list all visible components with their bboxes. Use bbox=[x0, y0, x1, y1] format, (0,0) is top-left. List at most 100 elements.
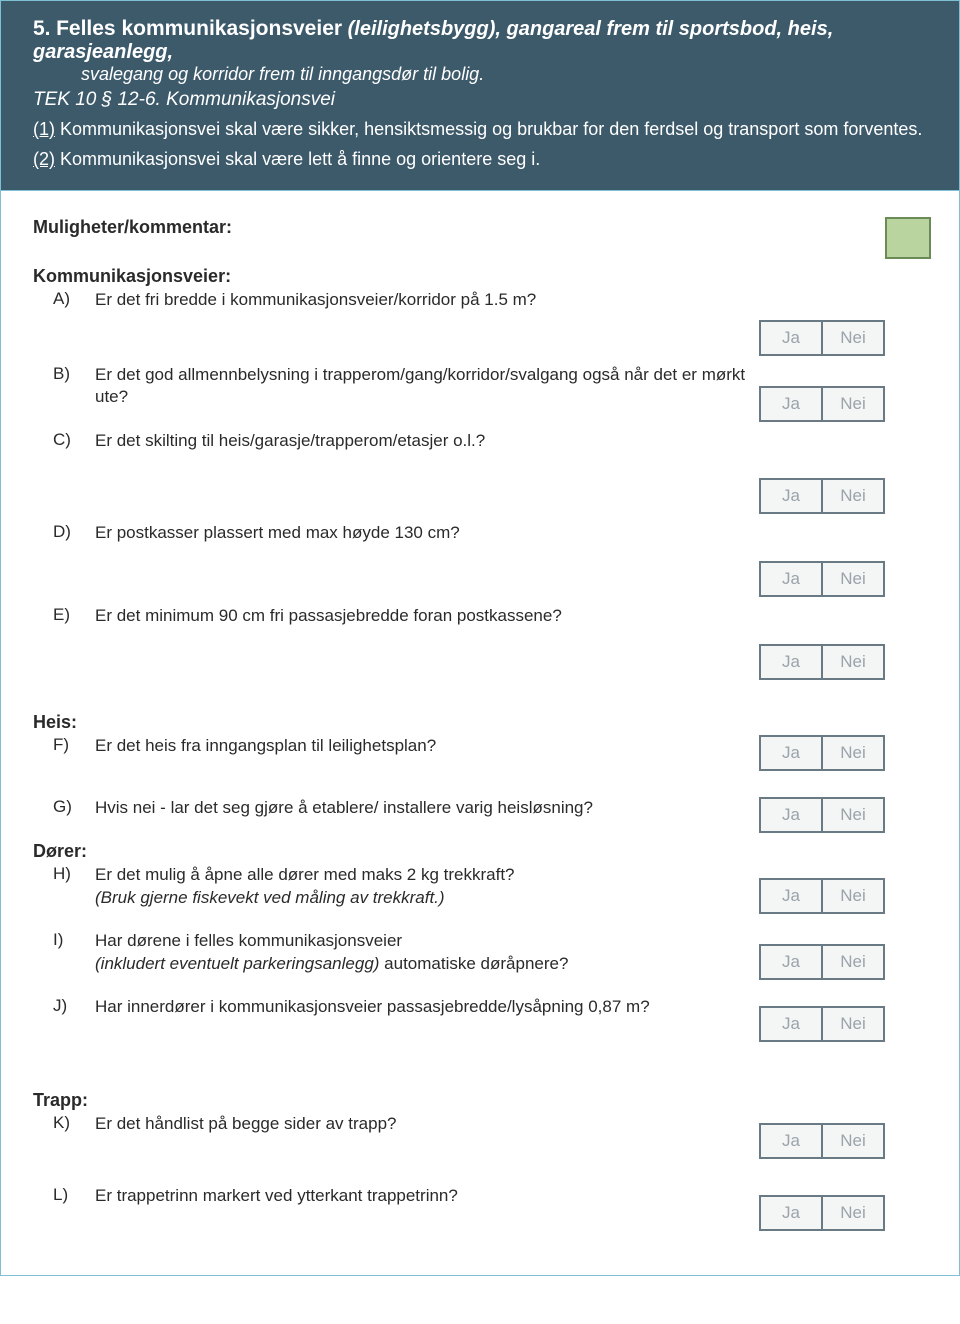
content-area: Muligheter/kommentar: Kommunikasjonsveie… bbox=[1, 191, 959, 1276]
question-row-D: D) Er postkasser plassert med max høyde … bbox=[33, 522, 927, 545]
nei-option[interactable]: Nei bbox=[821, 1197, 883, 1229]
question-row-F: F) Er det heis fra inngangsplan til leil… bbox=[33, 735, 927, 771]
section-trapp: Trapp: bbox=[33, 1090, 927, 1111]
ja-option[interactable]: Ja bbox=[761, 646, 821, 678]
question-row-A: A) Er det fri bredde i kommunikasjonsvei… bbox=[33, 289, 927, 312]
answer-row-C: Ja Nei bbox=[33, 478, 927, 514]
question-text-C: Er det skilting til heis/garasje/trapper… bbox=[95, 430, 759, 453]
ja-option[interactable]: Ja bbox=[761, 322, 821, 354]
nei-option[interactable]: Nei bbox=[821, 946, 883, 978]
nei-option[interactable]: Nei bbox=[821, 1125, 883, 1157]
question-text-A: Er det fri bredde i kommunikasjonsveier/… bbox=[95, 289, 759, 312]
header-title-main: Felles kommunikasjonsveier bbox=[56, 17, 342, 40]
muligheter-heading: Muligheter/kommentar: bbox=[33, 217, 927, 238]
ja-option[interactable]: Ja bbox=[761, 946, 821, 978]
status-indicator-box bbox=[885, 217, 931, 259]
question-label-L: L) bbox=[33, 1185, 95, 1205]
nei-option[interactable]: Nei bbox=[821, 563, 883, 595]
ja-option[interactable]: Ja bbox=[761, 1008, 821, 1040]
janei-toggle-F[interactable]: Ja Nei bbox=[759, 735, 885, 771]
ja-option[interactable]: Ja bbox=[761, 1125, 821, 1157]
nei-option[interactable]: Nei bbox=[821, 388, 883, 420]
question-row-C: C) Er det skilting til heis/garasje/trap… bbox=[33, 430, 927, 453]
ja-option[interactable]: Ja bbox=[761, 1197, 821, 1229]
question-row-K: K) Er det håndlist på begge sider av tra… bbox=[33, 1113, 927, 1159]
question-row-L: L) Er trappetrinn markert ved ytterkant … bbox=[33, 1185, 927, 1231]
question-label-G: G) bbox=[33, 797, 95, 817]
question-label-B: B) bbox=[33, 364, 95, 384]
janei-toggle-G[interactable]: Ja Nei bbox=[759, 797, 885, 833]
ja-option[interactable]: Ja bbox=[761, 737, 821, 769]
ja-option[interactable]: Ja bbox=[761, 563, 821, 595]
janei-toggle-E[interactable]: Ja Nei bbox=[759, 644, 885, 680]
question-text-I: Har dørene i felles kommunikasjonsveier … bbox=[95, 930, 759, 976]
question-text-D: Er postkasser plassert med max høyde 130… bbox=[95, 522, 759, 545]
nei-option[interactable]: Nei bbox=[821, 646, 883, 678]
question-text-K: Er det håndlist på begge sider av trapp? bbox=[95, 1113, 759, 1136]
tek-reference: TEK 10 § 12-6. Kommunikasjonsvei bbox=[33, 89, 927, 111]
reg2-label: (2) bbox=[33, 149, 55, 169]
ja-option[interactable]: Ja bbox=[761, 880, 821, 912]
question-text-E: Er det minimum 90 cm fri passasjebredde … bbox=[95, 605, 759, 628]
janei-toggle-J[interactable]: Ja Nei bbox=[759, 1006, 885, 1042]
page-container: 5. Felles kommunikasjonsveier (leilighet… bbox=[0, 0, 960, 1276]
janei-toggle-I[interactable]: Ja Nei bbox=[759, 944, 885, 980]
question-row-I: I) Har dørene i felles kommunikasjonsvei… bbox=[33, 930, 927, 980]
question-label-F: F) bbox=[33, 735, 95, 755]
question-row-E: E) Er det minimum 90 cm fri passasjebred… bbox=[33, 605, 927, 628]
nei-option[interactable]: Nei bbox=[821, 799, 883, 831]
janei-toggle-L[interactable]: Ja Nei bbox=[759, 1195, 885, 1231]
answer-row-E: Ja Nei bbox=[33, 644, 927, 680]
question-row-J: J) Har innerdører i kommunikasjonsveier … bbox=[33, 996, 927, 1042]
question-text-I-after: automatiske døråpnere? bbox=[379, 954, 568, 973]
nei-option[interactable]: Nei bbox=[821, 1008, 883, 1040]
section-header: 5. Felles kommunikasjonsveier (leilighet… bbox=[1, 1, 959, 191]
nei-option[interactable]: Nei bbox=[821, 880, 883, 912]
question-text-H: Er det mulig å åpne alle dører med maks … bbox=[95, 864, 759, 910]
question-row-G: G) Hvis nei - lar det seg gjøre å etable… bbox=[33, 797, 927, 833]
question-row-B: B) Er det god allmennbelysning i trapper… bbox=[33, 364, 927, 422]
question-label-K: K) bbox=[33, 1113, 95, 1133]
nei-option[interactable]: Nei bbox=[821, 480, 883, 512]
ja-option[interactable]: Ja bbox=[761, 480, 821, 512]
janei-toggle-A[interactable]: Ja Nei bbox=[759, 320, 885, 356]
reg1-label: (1) bbox=[33, 119, 55, 139]
question-text-L: Er trappetrinn markert ved ytterkant tra… bbox=[95, 1185, 759, 1208]
janei-toggle-K[interactable]: Ja Nei bbox=[759, 1123, 885, 1159]
question-row-H: H) Er det mulig å åpne alle dører med ma… bbox=[33, 864, 927, 914]
nei-option[interactable]: Nei bbox=[821, 322, 883, 354]
question-label-I: I) bbox=[33, 930, 95, 950]
question-text-H-ital: (Bruk gjerne fiskevekt ved måling av tre… bbox=[95, 888, 445, 907]
question-text-B: Er det god allmennbelysning i trapperom/… bbox=[95, 364, 759, 410]
question-text-I-ital: (inkludert eventuelt parkeringsanlegg) bbox=[95, 954, 379, 973]
regulation-1: (1) Kommunikasjonsvei skal være sikker, … bbox=[33, 117, 927, 141]
header-number: 5. bbox=[33, 17, 51, 40]
ja-option[interactable]: Ja bbox=[761, 388, 821, 420]
regulation-2: (2) Kommunikasjonsvei skal være lett å f… bbox=[33, 147, 927, 171]
question-text-J: Har innerdører i kommunikasjonsveier pas… bbox=[95, 996, 759, 1019]
reg1-text: Kommunikasjonsvei skal være sikker, hens… bbox=[55, 119, 922, 139]
janei-toggle-B[interactable]: Ja Nei bbox=[759, 386, 885, 422]
janei-toggle-H[interactable]: Ja Nei bbox=[759, 878, 885, 914]
janei-toggle-C[interactable]: Ja Nei bbox=[759, 478, 885, 514]
section-dorer: Dører: bbox=[33, 841, 927, 862]
question-label-E: E) bbox=[33, 605, 95, 625]
question-text-G: Hvis nei - lar det seg gjøre å etablere/… bbox=[95, 797, 759, 820]
header-title: 5. Felles kommunikasjonsveier (leilighet… bbox=[33, 17, 927, 64]
section-heis: Heis: bbox=[33, 712, 927, 733]
question-label-D: D) bbox=[33, 522, 95, 542]
ja-option[interactable]: Ja bbox=[761, 799, 821, 831]
question-label-C: C) bbox=[33, 430, 95, 450]
nei-option[interactable]: Nei bbox=[821, 737, 883, 769]
question-label-H: H) bbox=[33, 864, 95, 884]
question-text-I-main: Har dørene i felles kommunikasjonsveier bbox=[95, 931, 402, 950]
question-text-H-main: Er det mulig å åpne alle dører med maks … bbox=[95, 865, 515, 884]
question-label-A: A) bbox=[33, 289, 95, 309]
header-title-line2: svalegang og korridor frem til inngangsd… bbox=[81, 64, 927, 85]
section-kommunikasjonsveier: Kommunikasjonsveier: bbox=[33, 266, 927, 287]
janei-toggle-D[interactable]: Ja Nei bbox=[759, 561, 885, 597]
answer-row-A: Ja Nei bbox=[33, 320, 927, 356]
question-text-F: Er det heis fra inngangsplan til leiligh… bbox=[95, 735, 759, 758]
question-label-J: J) bbox=[33, 996, 95, 1016]
answer-row-D: Ja Nei bbox=[33, 561, 927, 597]
